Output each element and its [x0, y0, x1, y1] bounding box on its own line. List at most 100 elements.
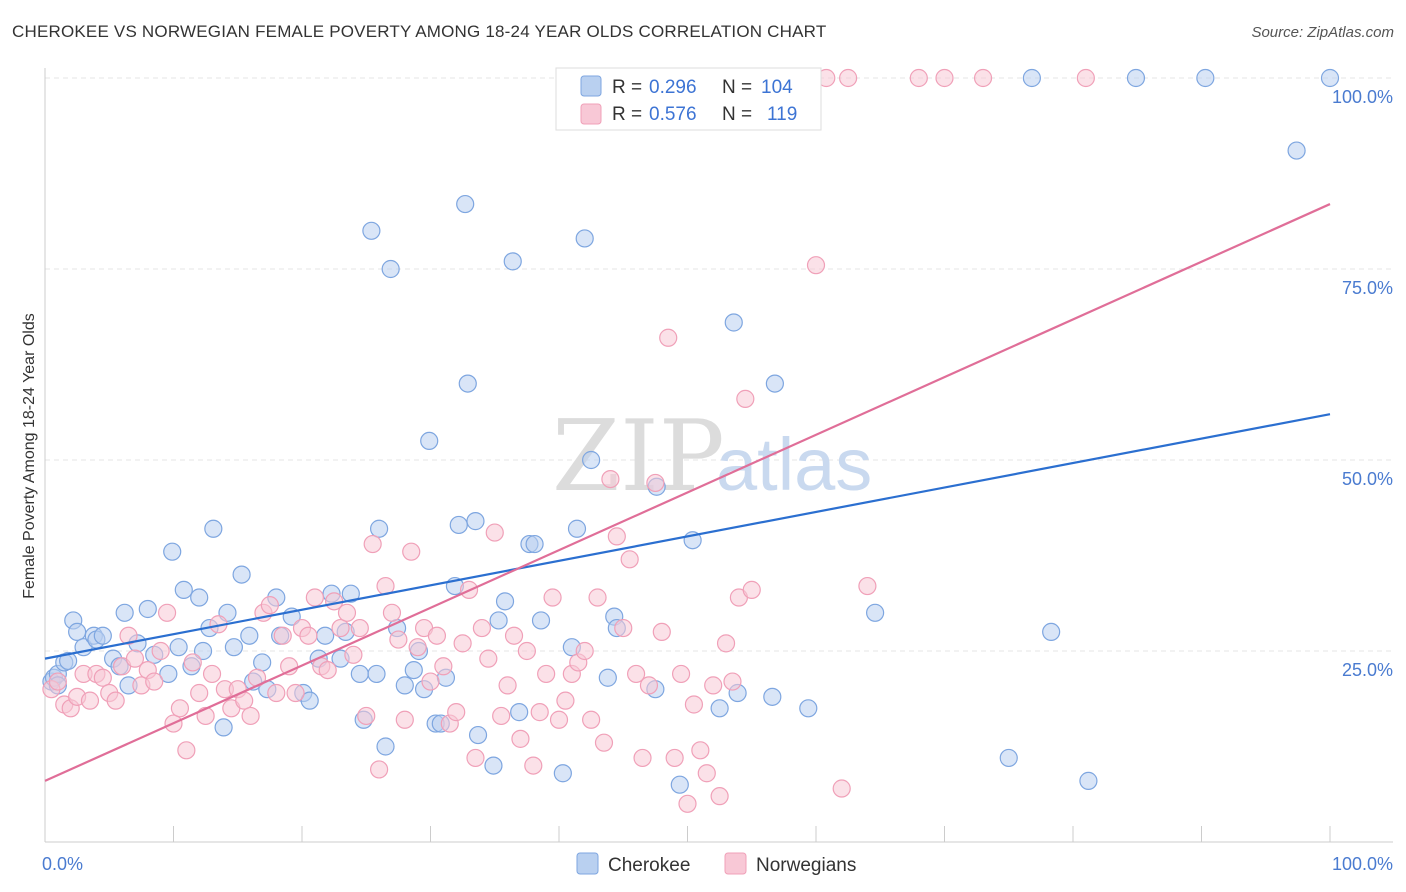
point-cherokee-82	[598, 668, 617, 687]
point-cherokee-64	[449, 515, 468, 535]
point-norwegians-10	[106, 691, 125, 710]
point-cherokee-65	[456, 194, 475, 214]
point-norwegians-24	[196, 706, 215, 726]
point-norwegians-31	[241, 706, 260, 726]
chart-title: CHEROKEE VS NORWEGIAN FEMALE POVERTY AMO…	[12, 22, 827, 41]
point-norwegians-110	[806, 256, 826, 275]
y-tick-label-1: 75.0%	[1342, 278, 1393, 298]
point-norwegians-43	[318, 660, 337, 680]
point-norwegians-103	[704, 676, 723, 695]
point-cherokee-100	[1126, 68, 1146, 88]
point-norwegians-108	[736, 389, 755, 408]
point-norwegians-96	[659, 328, 678, 347]
stats-r-label-norwegians: R =	[612, 104, 642, 125]
point-cherokee-32	[240, 626, 259, 645]
point-norwegians-18	[157, 603, 177, 622]
point-norwegians-60	[427, 626, 447, 645]
point-norwegians-47	[344, 645, 363, 664]
point-norwegians-84	[582, 710, 601, 729]
point-norwegians-50	[363, 534, 382, 554]
point-cherokee-22	[174, 580, 193, 599]
x-tick-label-left: 0.0%	[42, 854, 83, 874]
point-cherokee-103	[1320, 68, 1340, 88]
point-norwegians-112	[858, 576, 877, 596]
point-norwegians-61	[434, 657, 453, 676]
point-cherokee-93	[765, 374, 784, 393]
point-cherokee-5	[59, 651, 78, 671]
legend-label-norwegians: Norwegians	[756, 855, 856, 876]
point-norwegians-86	[594, 733, 614, 752]
point-cherokee-80	[575, 229, 594, 248]
point-cherokee-20	[163, 542, 182, 561]
point-norwegians-83	[575, 641, 594, 661]
point-norwegians-95	[652, 622, 671, 642]
point-cherokee-50	[367, 664, 386, 684]
point-norwegians-68	[479, 649, 498, 668]
point-cherokee-102	[1287, 141, 1306, 160]
point-norwegians-16	[145, 672, 164, 691]
point-norwegians-17	[151, 641, 170, 661]
point-cherokee-75	[525, 534, 544, 554]
point-cherokee-31	[232, 565, 251, 584]
point-norwegians-106	[723, 672, 742, 691]
point-cherokee-59	[420, 431, 439, 450]
point-cherokee-95	[866, 603, 885, 622]
point-cherokee-97	[1022, 68, 1041, 88]
point-cherokee-40	[300, 691, 319, 710]
point-norwegians-87	[601, 470, 620, 489]
trendline-norwegians	[44, 203, 1331, 782]
stats-n-label-cherokee: N =	[722, 77, 752, 98]
point-norwegians-114	[839, 68, 858, 88]
point-norwegians-1	[48, 672, 67, 691]
stats-n-label-norwegians: N =	[722, 104, 752, 125]
point-cherokee-77	[553, 764, 572, 783]
point-norwegians-36	[273, 626, 292, 645]
point-cherokee-7	[68, 622, 87, 642]
point-norwegians-85	[588, 588, 607, 607]
stats-legend: R = 0.296 N = 104 R = 0.576 N = 119	[555, 67, 822, 131]
point-cherokee-101	[1196, 68, 1215, 88]
point-cherokee-73	[510, 703, 529, 722]
point-norwegians-90	[620, 550, 639, 569]
point-norwegians-70	[492, 706, 511, 726]
point-norwegians-53	[382, 603, 402, 622]
y-axis-title: Female Poverty Among 18-24 Year Olds	[21, 313, 38, 599]
point-norwegians-89	[614, 618, 633, 638]
point-norwegians-49	[357, 706, 376, 726]
trendlines	[44, 203, 1331, 782]
y-tick-label-2: 50.0%	[1342, 469, 1393, 489]
point-norwegians-94	[646, 473, 665, 493]
stats-r-label-cherokee: R =	[612, 77, 642, 98]
point-cherokee-68	[468, 725, 488, 745]
y-tick-label-3: 25.0%	[1342, 660, 1393, 680]
stats-n-value-cherokee: 104	[761, 77, 793, 98]
legend-swatch-norwegians	[724, 852, 747, 875]
gridlines	[45, 77, 1393, 652]
point-norwegians-34	[260, 596, 279, 615]
point-norwegians-79	[549, 710, 569, 729]
point-norwegians-115	[909, 68, 928, 88]
point-cherokee-99	[1079, 771, 1098, 790]
point-cherokee-51	[370, 519, 389, 538]
point-cherokee-11	[93, 626, 112, 645]
point-norwegians-111	[832, 779, 851, 798]
point-norwegians-40	[299, 626, 318, 645]
point-norwegians-41	[305, 588, 324, 607]
point-cherokee-70	[489, 611, 508, 630]
point-norwegians-99	[678, 794, 697, 813]
point-cherokee-81	[582, 450, 601, 470]
point-cherokee-94	[799, 699, 818, 718]
point-norwegians-23	[190, 683, 209, 703]
stats-swatch-cherokee	[580, 75, 602, 97]
point-cherokee-79	[567, 519, 587, 538]
point-cherokee-71	[495, 592, 515, 611]
point-norwegians-98	[671, 664, 691, 684]
point-norwegians-117	[973, 68, 993, 88]
point-norwegians-80	[556, 691, 575, 710]
point-norwegians-35	[267, 683, 286, 703]
point-norwegians-64	[453, 634, 472, 653]
watermark-atlas: atlas	[716, 423, 872, 506]
point-cherokee-56	[404, 660, 423, 680]
point-norwegians-92	[633, 748, 652, 768]
